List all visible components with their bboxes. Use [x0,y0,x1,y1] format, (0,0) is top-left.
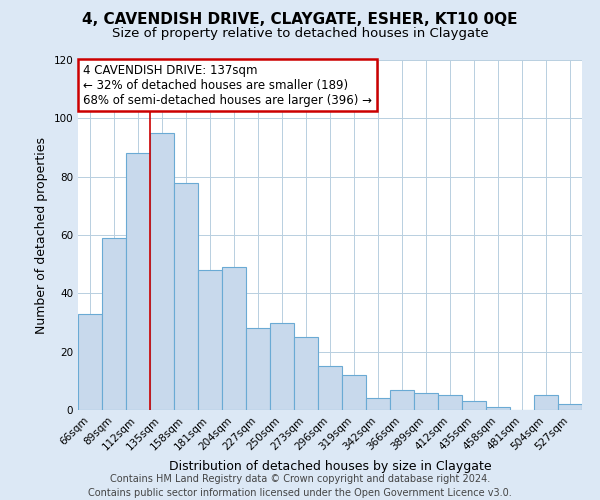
Bar [390,390,414,410]
Bar [102,238,126,410]
Bar [174,182,198,410]
Bar [150,133,174,410]
Bar [366,398,390,410]
Bar [78,314,102,410]
Bar [270,322,294,410]
X-axis label: Distribution of detached houses by size in Claygate: Distribution of detached houses by size … [169,460,491,473]
Text: 4, CAVENDISH DRIVE, CLAYGATE, ESHER, KT10 0QE: 4, CAVENDISH DRIVE, CLAYGATE, ESHER, KT1… [82,12,518,28]
Bar [486,407,510,410]
Bar [294,337,318,410]
Bar [222,267,246,410]
Bar [318,366,342,410]
Bar [246,328,270,410]
Text: Size of property relative to detached houses in Claygate: Size of property relative to detached ho… [112,28,488,40]
Bar [198,270,222,410]
Bar [414,392,438,410]
Text: 4 CAVENDISH DRIVE: 137sqm
← 32% of detached houses are smaller (189)
68% of semi: 4 CAVENDISH DRIVE: 137sqm ← 32% of detac… [83,64,372,106]
Y-axis label: Number of detached properties: Number of detached properties [35,136,48,334]
Bar [438,396,462,410]
Bar [558,404,582,410]
Text: Contains HM Land Registry data © Crown copyright and database right 2024.
Contai: Contains HM Land Registry data © Crown c… [88,474,512,498]
Bar [342,375,366,410]
Bar [534,396,558,410]
Bar [462,401,486,410]
Bar [126,154,150,410]
